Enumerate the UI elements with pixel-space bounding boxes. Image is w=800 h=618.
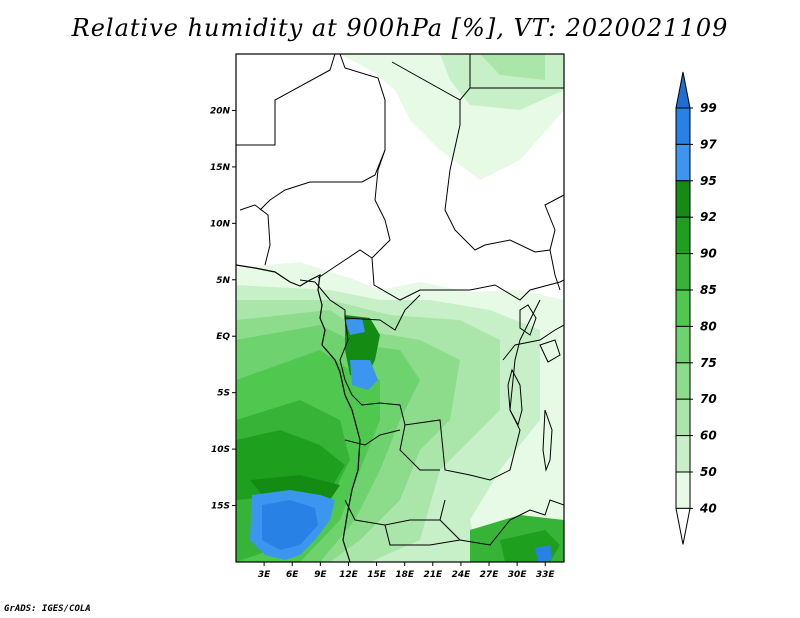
- map-title: Relative humidity at 900hPa [%], VT: 202…: [71, 14, 729, 42]
- lon-tick-label: 33E: [536, 570, 556, 580]
- lat-tick-label: 20N: [210, 106, 231, 116]
- lat-tick-label: EQ: [216, 332, 230, 342]
- coastline: [236, 264, 361, 562]
- lon-tick-label: 30E: [508, 570, 528, 580]
- credit-text: GrADS: IGES/COLA: [4, 604, 91, 614]
- colorbar-label: 80: [700, 319, 717, 333]
- lon-tick-label: 6E: [286, 570, 299, 580]
- colorbar-segment: [675, 289, 691, 327]
- colorbar-label: 85: [700, 283, 717, 297]
- colorbar-label: 99: [700, 101, 717, 115]
- lon-tick-label: 24E: [452, 570, 472, 580]
- colorbar-segment: [675, 435, 691, 473]
- colorbar-segment: [675, 180, 691, 218]
- humidity-field: [236, 54, 564, 562]
- lon-tick-label: 3E: [258, 570, 271, 580]
- colorbar-segment: [675, 143, 691, 182]
- colorbar-label: 95: [700, 174, 717, 188]
- colorbar-lower-extension: [675, 507, 691, 545]
- lat-tick-label: 15S: [211, 502, 230, 512]
- colorbar-segment: [675, 253, 691, 291]
- lon-tick-label: 9E: [314, 570, 327, 580]
- colorbar-label: 40: [699, 501, 717, 515]
- colorbar: 99 97 95 92 90 85 80 75 70 60 50 40: [675, 71, 717, 545]
- colorbar-label: 50: [700, 465, 717, 479]
- colorbar-label: 92: [700, 210, 717, 224]
- colorbar-segment: [675, 362, 691, 400]
- colorbar-segment: [675, 216, 691, 255]
- latitude-axis: 20N 15N 10N 5N EQ 5S 10S 15S: [210, 106, 236, 512]
- colorbar-label: 70: [700, 392, 717, 406]
- lat-tick-label: 5N: [216, 276, 230, 286]
- map-frame: [235, 53, 565, 563]
- colorbar-upper-extension: [675, 71, 691, 109]
- colorbar-label: 60: [700, 429, 717, 443]
- country-borders: [236, 54, 564, 546]
- colorbar-label: 75: [700, 356, 717, 370]
- colorbar-label: 97: [700, 137, 717, 151]
- lakes: [507, 304, 561, 472]
- lon-tick-label: 21E: [423, 570, 443, 580]
- colorbar-label: 90: [700, 247, 717, 261]
- lat-tick-label: 15N: [210, 163, 231, 173]
- colorbar-segment: [675, 325, 691, 364]
- lat-tick-label: 10S: [211, 445, 230, 455]
- lon-tick-label: 12E: [339, 570, 359, 580]
- lat-tick-label: 10N: [210, 219, 231, 229]
- lat-tick-label: 5S: [217, 389, 230, 399]
- lon-tick-label: 18E: [395, 570, 415, 580]
- colorbar-segment: [675, 471, 691, 509]
- lon-tick-label: 27E: [480, 570, 500, 580]
- colorbar-segment: [675, 107, 691, 145]
- longitude-axis: 3E 6E 9E 12E 15E 18E 21E 24E 27E 30E 33E: [258, 562, 556, 580]
- colorbar-segment: [675, 398, 691, 437]
- lon-tick-label: 15E: [367, 570, 387, 580]
